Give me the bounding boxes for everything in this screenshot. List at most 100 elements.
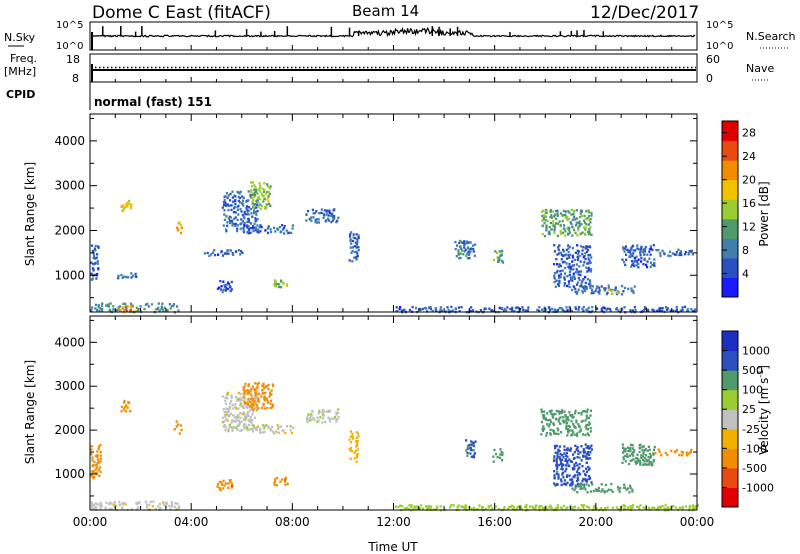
echo-cell xyxy=(585,266,588,269)
echo-cell xyxy=(221,421,224,424)
echo-cell xyxy=(548,225,551,229)
echo-cell xyxy=(284,431,287,435)
echo-cell xyxy=(596,285,599,288)
echo-cell xyxy=(466,454,469,457)
echo-cell xyxy=(558,276,561,279)
echo-cell xyxy=(557,284,561,287)
echo-cell xyxy=(258,392,261,396)
echo-cell xyxy=(90,445,93,448)
echo-cell xyxy=(157,307,160,311)
echo-cell xyxy=(309,416,312,420)
echo-cell xyxy=(594,488,598,491)
echo-cell xyxy=(557,448,560,451)
echo-cell xyxy=(229,221,232,225)
colorbar-tick-label: -1000 xyxy=(742,481,774,494)
echo-cell xyxy=(227,429,230,433)
echo-cell xyxy=(110,508,113,511)
echo-cell xyxy=(603,287,606,290)
echo-cell xyxy=(349,233,352,236)
echo-cluster xyxy=(305,208,340,224)
echo-cell xyxy=(461,249,464,252)
echo-cell xyxy=(236,397,239,400)
echo-cell xyxy=(334,417,337,421)
echo-cell xyxy=(637,258,640,261)
echo-cell xyxy=(256,396,259,399)
echo-cell xyxy=(580,283,583,286)
echo-cell xyxy=(587,215,591,218)
echo-cell xyxy=(473,254,476,257)
echo-cell xyxy=(246,209,249,212)
echo-cell xyxy=(580,482,583,485)
echo-cell xyxy=(595,489,598,492)
echo-cell xyxy=(450,504,453,507)
echo-cell xyxy=(553,455,556,458)
colorbar-tick-label: -500 xyxy=(742,462,767,475)
echo-cell xyxy=(616,291,619,294)
echo-cell xyxy=(247,389,250,392)
echo-cell xyxy=(232,210,235,214)
echo-cell xyxy=(556,269,559,273)
echo-cell xyxy=(647,456,650,459)
echo-cell xyxy=(617,488,620,491)
echo-cell xyxy=(322,414,325,417)
echo-cell xyxy=(575,221,578,224)
echo-cell xyxy=(497,259,500,263)
echo-cell xyxy=(559,232,562,235)
echo-cell xyxy=(161,302,164,305)
echo-cell xyxy=(263,399,266,402)
echo-cell xyxy=(578,425,581,428)
echo-cell xyxy=(152,500,155,503)
echo-cell xyxy=(589,253,592,257)
echo-cell xyxy=(560,253,563,256)
echo-cell xyxy=(581,307,584,310)
echo-cell xyxy=(151,505,154,508)
echo-cell xyxy=(229,406,232,409)
echo-cell xyxy=(455,255,458,258)
echo-cell xyxy=(236,227,239,230)
echo-cell xyxy=(289,425,292,428)
echo-cell xyxy=(566,434,569,437)
echo-cell xyxy=(567,250,570,254)
echo-cluster xyxy=(250,181,272,211)
echo-cell xyxy=(253,226,256,229)
echo-cell xyxy=(123,501,126,505)
echo-cell xyxy=(399,305,402,309)
echo-cell xyxy=(206,251,209,255)
echo-cell xyxy=(246,199,249,202)
echo-cell xyxy=(582,477,585,481)
echo-cell xyxy=(470,306,473,309)
echo-cell xyxy=(108,508,111,511)
echo-cell xyxy=(267,225,270,228)
echo-cell xyxy=(587,269,590,272)
echo-cell xyxy=(168,504,171,508)
echo-cell xyxy=(572,285,575,288)
echo-cell xyxy=(211,251,215,254)
echo-cell xyxy=(566,275,569,278)
echo-cell xyxy=(577,288,580,291)
echo-cell xyxy=(589,281,592,284)
echo-cell xyxy=(598,292,601,295)
echo-cell xyxy=(336,411,340,415)
echo-cell xyxy=(563,260,566,264)
echo-cell xyxy=(95,256,98,259)
nsky-tick-low: 10^0 xyxy=(56,41,83,52)
echo-cell xyxy=(559,264,563,268)
echo-cell xyxy=(463,246,466,249)
echo-cell xyxy=(587,451,590,454)
echo-cell xyxy=(357,236,360,239)
echo-cell xyxy=(684,305,687,309)
echo-cell xyxy=(566,216,569,219)
echo-cell xyxy=(644,447,647,451)
echo-cell xyxy=(679,309,682,312)
echo-cell xyxy=(691,253,694,256)
echo-cell xyxy=(256,230,259,233)
echo-cell xyxy=(586,432,589,435)
echo-cell xyxy=(262,385,265,388)
echo-cell xyxy=(454,307,457,310)
echo-cell xyxy=(494,250,497,253)
echo-cell xyxy=(394,505,397,508)
echo-cell xyxy=(519,506,522,509)
echo-cell xyxy=(227,486,230,489)
echo-cell xyxy=(558,279,561,283)
echo-cell xyxy=(638,508,641,511)
